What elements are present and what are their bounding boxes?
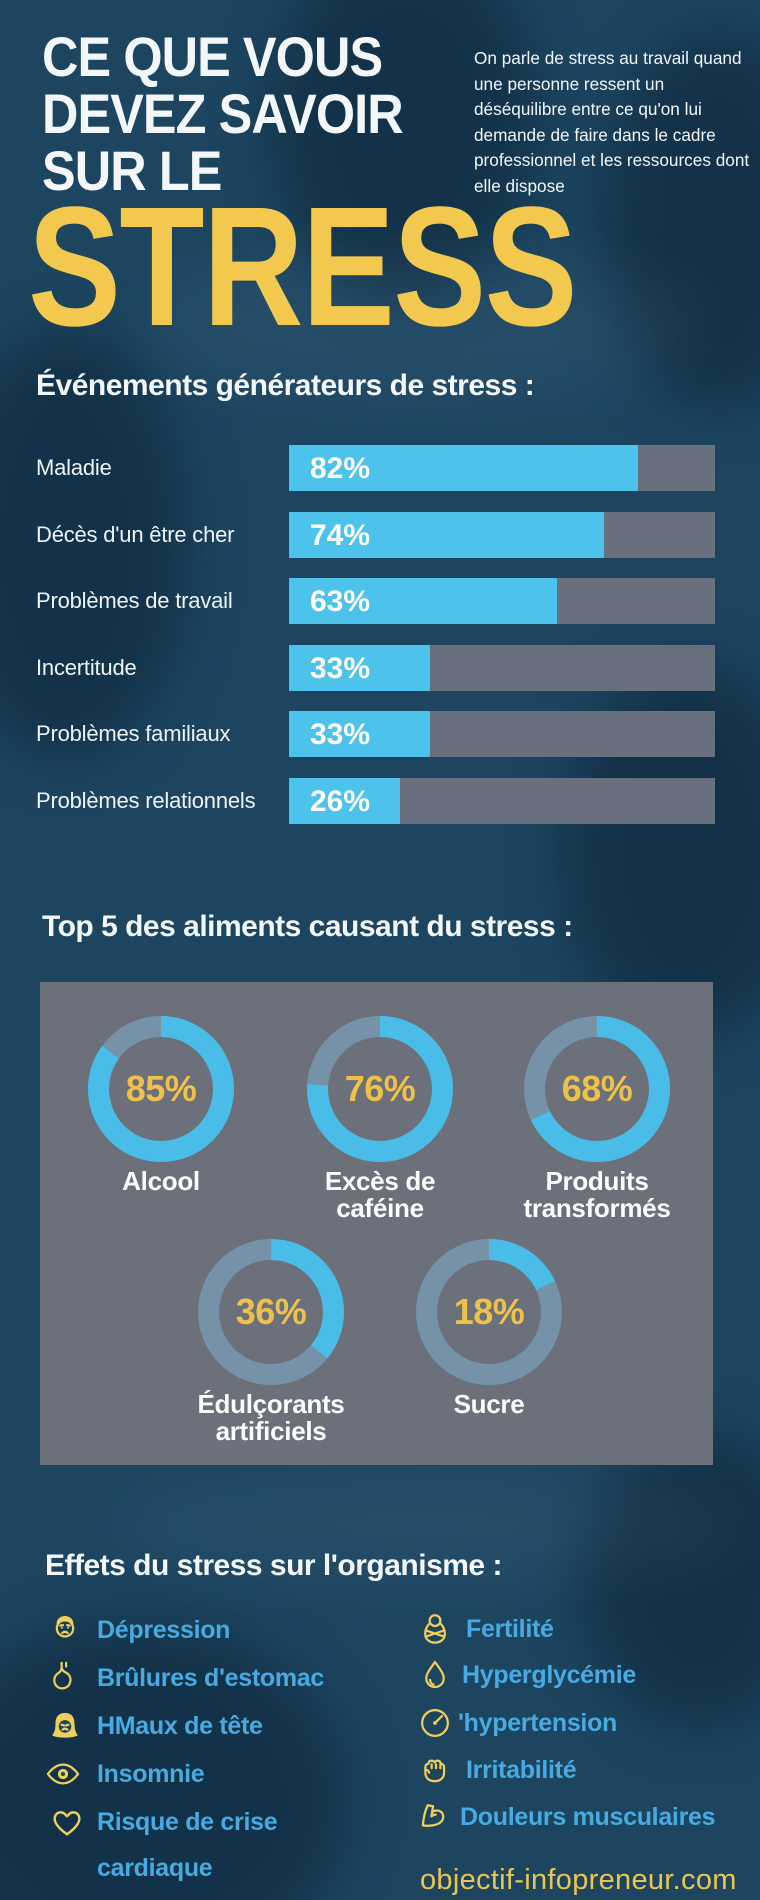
stress-wordmark: STRESS: [28, 172, 578, 362]
bar-value: 26%: [310, 785, 371, 818]
effect-label: Hyperglycémie: [462, 1661, 636, 1689]
effect-label: Fertilité: [466, 1615, 554, 1643]
events-section-title: Événements générateurs de stress :: [36, 369, 535, 402]
effect-label: Douleurs musculaires: [460, 1803, 716, 1831]
bar-value: 74%: [310, 519, 371, 552]
donut-ring: [307, 1016, 453, 1162]
bar-label: Problèmes de travail: [36, 588, 233, 613]
muscle-icon: [414, 1798, 452, 1836]
effect-label: HMaux de tête: [97, 1712, 263, 1740]
bar-track: 82%: [289, 445, 715, 491]
bar-label: Incertitude: [36, 655, 137, 680]
bar-fill: [289, 445, 639, 491]
bar-track: 63%: [289, 578, 715, 624]
foods-panel: 85% Alcool 76% Excès de caféine 68% Prod…: [40, 982, 713, 1465]
eye-icon: [42, 1755, 80, 1793]
donut-label: Sucre: [453, 1389, 525, 1419]
drop-icon: [416, 1657, 454, 1695]
page-title: CE QUE VOUS DEVEZ SAVOIR SUR LE: [42, 25, 404, 202]
sad-man-icon: [46, 1611, 84, 1649]
bar-value: 63%: [310, 585, 371, 618]
donut-produits: [524, 1016, 670, 1162]
effect-label: Risque de crise cardiaque: [97, 1808, 278, 1882]
effect-label: Insomnie: [97, 1760, 205, 1788]
intro-paragraph: On parle de stress au travail quand une …: [474, 48, 750, 196]
donut-cafeine: [307, 1016, 453, 1162]
bar-value: 33%: [310, 718, 371, 751]
donut-ring: [88, 1016, 234, 1162]
bar-row: Problèmes familiaux 33%: [0, 711, 760, 757]
bar-label: Problèmes familiaux: [36, 721, 231, 746]
effect-label: Brûlures d'estomac: [97, 1664, 325, 1692]
bar-row: Décès d'un être cher 74%: [0, 512, 760, 558]
bar-value: 33%: [310, 652, 371, 685]
bar-track: 33%: [289, 645, 715, 691]
fist-icon: [417, 1751, 455, 1789]
donut-value: 18%: [453, 1291, 525, 1332]
donut-alcool: [88, 1016, 234, 1162]
bar-fill: [289, 645, 430, 691]
bar-fill: [289, 778, 400, 824]
bar-label: Problèmes relationnels: [36, 788, 256, 813]
donut-label: Produits transformés: [523, 1166, 671, 1223]
donut-value: 36%: [235, 1291, 307, 1332]
page-title-line: DEVEZ SAVOIR: [42, 82, 404, 145]
donut-value: 85%: [125, 1068, 197, 1109]
effect-label: Dépression: [97, 1616, 231, 1644]
bar-row: Problèmes de travail 63%: [0, 578, 760, 624]
heart-icon: [48, 1803, 86, 1841]
bar-label: Décès d'un être cher: [36, 522, 235, 547]
bar-track: 33%: [289, 711, 715, 757]
bar-row: Problèmes relationnels 26%: [0, 778, 760, 824]
donut-label: Excès de caféine: [324, 1166, 436, 1223]
donut-label: Alcool: [122, 1166, 200, 1196]
effect-label: Irritabilité: [466, 1756, 577, 1784]
bar-fill: [289, 578, 558, 624]
foods-section-title: Top 5 des aliments causant du stress :: [42, 910, 573, 943]
bar-fill: [289, 711, 430, 757]
bar-fill: [289, 512, 605, 558]
donut-edulcorants: [198, 1239, 344, 1385]
bar-track: 74%: [289, 512, 715, 558]
stomach-icon: [46, 1659, 84, 1697]
page-title-line: CE QUE VOUS: [42, 25, 383, 88]
donut-sucre: [416, 1239, 562, 1385]
page-title-line: SUR LE: [42, 139, 222, 202]
footer-website: objectif-infopreneur.com: [420, 1864, 737, 1896]
donut-value: 76%: [344, 1068, 416, 1109]
sad-woman-icon: [46, 1708, 84, 1746]
bar-value: 82%: [310, 452, 371, 485]
effects-section-title: Effets du stress sur l'organisme :: [45, 1549, 502, 1582]
gauge-icon: [416, 1704, 454, 1742]
bar-label: Maladie: [36, 455, 112, 480]
bar-row: Maladie 82%: [0, 445, 760, 491]
donut-ring: [416, 1239, 562, 1385]
bar-row: Incertitude 33%: [0, 645, 760, 691]
effect-label: 'hypertension: [458, 1709, 618, 1737]
donut-ring: [198, 1239, 344, 1385]
baby-icon: [416, 1610, 454, 1648]
donut-label: Édulçorants artificiels: [197, 1389, 345, 1446]
donut-ring: [524, 1016, 670, 1162]
bar-track: 26%: [289, 778, 715, 824]
donut-value: 68%: [561, 1068, 633, 1109]
